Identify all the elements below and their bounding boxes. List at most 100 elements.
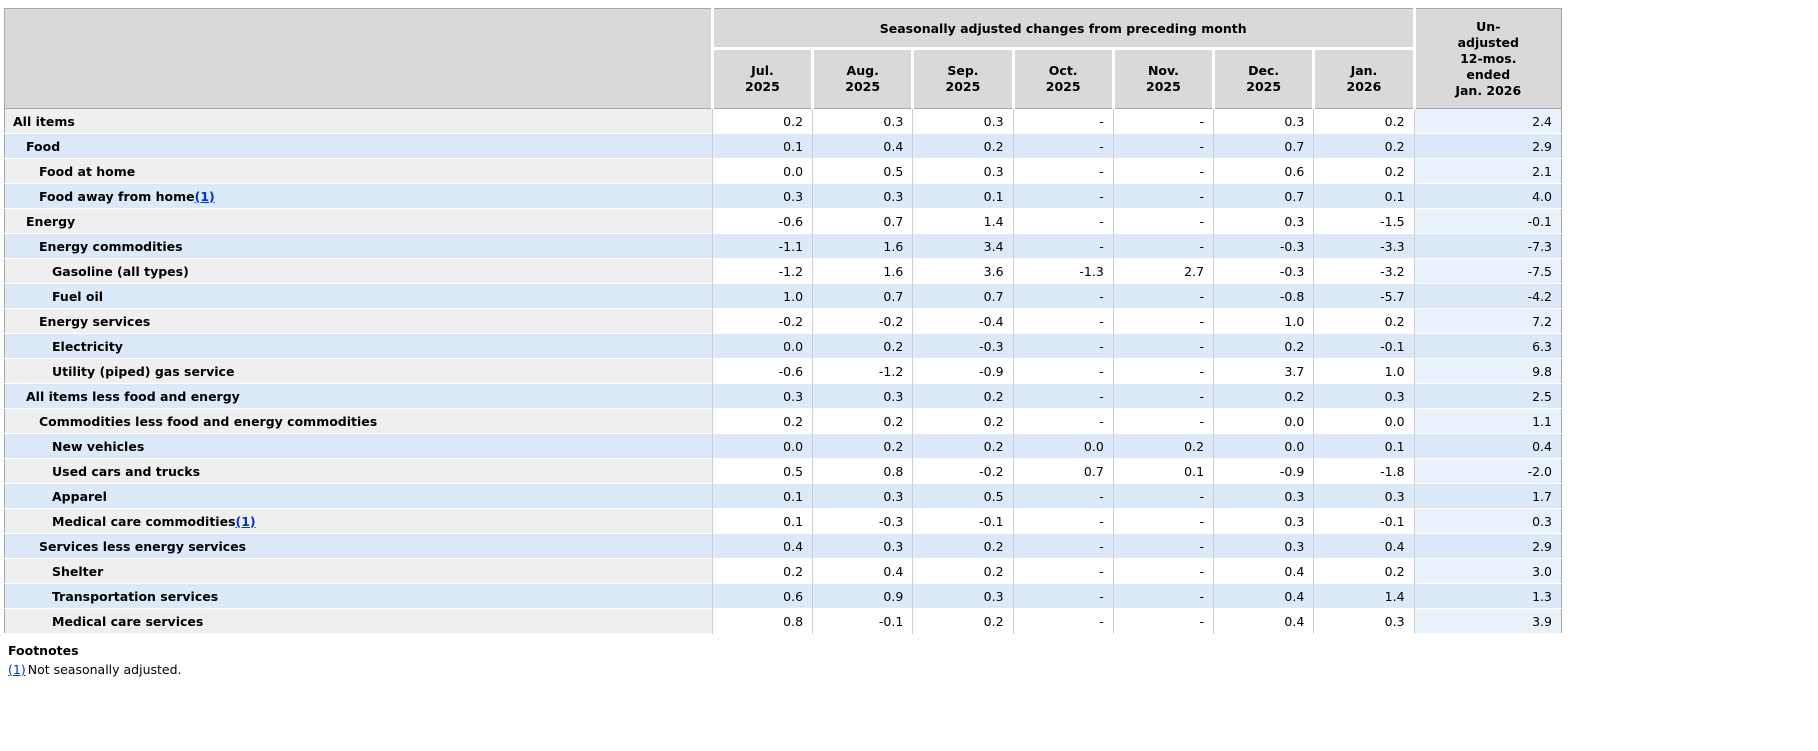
row-footnote-link[interactable]: (1) <box>235 513 256 529</box>
value-cell: - <box>1012 233 1114 259</box>
row-label: All items <box>4 108 713 134</box>
value-cell: 0.2 <box>1213 333 1314 359</box>
value-cell: 0.7 <box>812 283 913 309</box>
value-cell: - <box>1112 508 1214 534</box>
table-body: All items 0.2 0.3 0.3- -0.3 0.2 2.4 Food 0.1 0.4 0… <box>4 108 1562 634</box>
value-cell: 1.0 <box>711 283 813 309</box>
table-row: Commodities less food and energy commodi… <box>4 408 1562 434</box>
unadjusted-value-cell: 2.9 <box>1413 133 1562 159</box>
cpi-table: Seasonally adjusted changes from precedi… <box>4 8 1562 634</box>
row-label: Fuel oil <box>4 283 713 309</box>
unadjusted-value-cell: 3.0 <box>1413 558 1562 584</box>
value-cell: 0.2 <box>912 558 1014 584</box>
value-cell: 0.2 <box>1313 558 1415 584</box>
value-cell: 0.0 <box>711 433 813 459</box>
value-cell: 0.3 <box>1313 383 1415 409</box>
value-cell: 0.7 <box>1012 458 1114 484</box>
value-cell: -1.5 <box>1313 208 1415 234</box>
unadjusted-value-cell: 7.2 <box>1413 308 1562 334</box>
value-cell: -0.2 <box>812 308 913 334</box>
value-cell: - <box>1012 583 1114 609</box>
value-cell: 0.3 <box>1213 508 1314 534</box>
value-cell: -0.3 <box>912 333 1014 359</box>
row-label: Transportation services <box>4 583 713 609</box>
value-cell: 0.4 <box>812 133 913 159</box>
value-cell: 0.0 <box>711 158 813 184</box>
value-cell: -0.1 <box>1313 508 1415 534</box>
value-cell: - <box>1112 358 1214 384</box>
value-cell: -1.1 <box>711 233 813 259</box>
table-row: Medical care commodities(1) 0.1 -0.3 -0.1- -… <box>4 508 1562 534</box>
value-cell: -0.1 <box>912 508 1014 534</box>
value-cell: 0.0 <box>1213 408 1314 434</box>
value-cell: 1.4 <box>1313 583 1415 609</box>
value-cell: 0.1 <box>1313 433 1415 459</box>
table-header: Seasonally adjusted changes from precedi… <box>4 8 1562 109</box>
value-cell: -1.8 <box>1313 458 1415 484</box>
value-cell: 0.3 <box>711 183 813 209</box>
value-cell: -1.2 <box>812 358 913 384</box>
table-row: Food 0.1 0.4 0.2- -0.7 0.2 2.9 <box>4 133 1562 159</box>
unadjusted-value-cell: 1.1 <box>1413 408 1562 434</box>
value-cell: 0.5 <box>912 483 1014 509</box>
row-label: Services less energy services <box>4 533 713 559</box>
table-row: Apparel 0.1 0.3 0.5- -0.3 0.3 1.7 <box>4 483 1562 509</box>
unadjusted-value-cell: 6.3 <box>1413 333 1562 359</box>
row-footnote-link[interactable]: (1) <box>194 188 215 204</box>
month-header-cell: Dec. 2025 <box>1212 48 1314 109</box>
value-cell: 0.7 <box>1213 133 1314 159</box>
footnote-item: (1) Not seasonally adjusted. <box>8 662 1814 677</box>
value-cell: -0.6 <box>711 358 813 384</box>
unadjusted-value-cell: -0.1 <box>1413 208 1562 234</box>
unadjusted-value-cell: -2.0 <box>1413 458 1562 484</box>
value-cell: 0.2 <box>912 133 1014 159</box>
month-header-cell: Sep. 2025 <box>911 48 1014 109</box>
month-header-cell: Jul. 2025 <box>710 48 813 109</box>
footnotes-section: Footnotes (1) Not seasonally adjusted. <box>4 643 1814 677</box>
month-header-cell: Nov. 2025 <box>1111 48 1214 109</box>
value-cell: - <box>1012 508 1114 534</box>
value-cell: - <box>1012 183 1114 209</box>
table-row: Medical care services 0.8 -0.1 0.2- -0.4 0.3 3… <box>4 608 1562 634</box>
value-cell: -0.9 <box>1213 458 1314 484</box>
unadjusted-value-cell: 4.0 <box>1413 183 1562 209</box>
value-cell: 0.3 <box>1313 483 1415 509</box>
value-cell: -0.3 <box>1213 233 1314 259</box>
table-row: All items less food and energy 0.3 0.3 0.2-… <box>4 383 1562 409</box>
unadjusted-value-cell: -7.5 <box>1413 258 1562 284</box>
value-cell: - <box>1112 608 1214 634</box>
value-cell: -0.6 <box>711 208 813 234</box>
value-cell: -3.2 <box>1313 258 1415 284</box>
row-label: Medical care services <box>4 608 713 634</box>
value-cell: - <box>1012 158 1114 184</box>
table-row: Utility (piped) gas service -0.6 -1.2 -0.9-… <box>4 358 1562 384</box>
value-cell: 0.0 <box>1012 433 1114 459</box>
value-cell: 0.2 <box>912 608 1014 634</box>
value-cell: 3.4 <box>912 233 1014 259</box>
row-label: Food <box>4 133 713 159</box>
value-cell: 0.3 <box>1213 533 1314 559</box>
value-cell: - <box>1112 108 1214 134</box>
value-cell: 3.6 <box>912 258 1014 284</box>
unadjusted-header: Un- adjusted 12-mos. ended Jan. 2026 <box>1412 8 1562 109</box>
value-cell: 0.4 <box>812 558 913 584</box>
value-cell: 0.2 <box>912 408 1014 434</box>
row-label: Medical care commodities(1) <box>4 508 713 534</box>
table-row: Used cars and trucks 0.5 0.8 -0.2 0.7 0.1 -0.9… <box>4 458 1562 484</box>
value-cell: 0.0 <box>711 333 813 359</box>
table-row: All items 0.2 0.3 0.3- -0.3 0.2 2.4 <box>4 108 1562 134</box>
value-cell: 0.7 <box>812 208 913 234</box>
table-row: New vehicles 0.0 0.2 0.2 0.0 0.2 0.0 0.1 0.4 <box>4 433 1562 459</box>
month-header-cell: Oct. 2025 <box>1011 48 1114 109</box>
value-cell: 0.2 <box>1313 158 1415 184</box>
value-cell: 0.3 <box>812 183 913 209</box>
value-cell: 0.2 <box>711 558 813 584</box>
table-row: Energy commodities -1.1 1.6 3.4- - -0.3 -3.3 -7… <box>4 233 1562 259</box>
value-cell: -0.3 <box>812 508 913 534</box>
row-label: Food at home <box>4 158 713 184</box>
row-label: Utility (piped) gas service <box>4 358 713 384</box>
unadjusted-value-cell: 2.1 <box>1413 158 1562 184</box>
value-cell: - <box>1112 158 1214 184</box>
value-cell: -0.2 <box>912 458 1014 484</box>
footnote-marker-link[interactable]: (1) <box>8 662 26 677</box>
